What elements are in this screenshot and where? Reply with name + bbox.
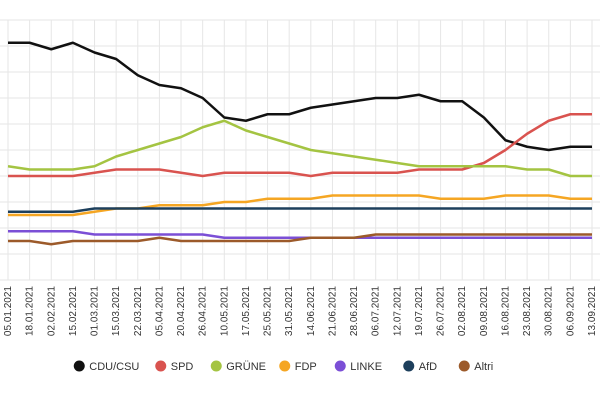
series-line-afd	[8, 207, 592, 213]
x-tick-label: 28.06.2021	[349, 286, 360, 336]
legend-label: FDP	[295, 361, 317, 373]
legend-swatch	[403, 360, 415, 372]
x-tick-label: 26.07.2021	[436, 286, 447, 336]
series-line-fdp	[8, 194, 592, 217]
x-tick-label: 16.08.2021	[500, 286, 511, 336]
legend-item: Altri	[458, 360, 493, 373]
x-tick-label: 23.08.2021	[522, 286, 533, 336]
x-tick-label: 20.04.2021	[176, 286, 187, 336]
x-tick-label: 02.02.2021	[46, 286, 57, 336]
legend-swatch	[458, 360, 470, 372]
legend-item: GRÜNE	[210, 360, 266, 373]
legend-item: CDU/CSU	[73, 360, 139, 373]
legend-label: CDU/CSU	[89, 361, 139, 373]
x-axis-ticks: 05.01.2021 18.01.2021 02.02.2021 15.02.2021…	[3, 286, 598, 336]
x-tick-label: 21.06.2021	[327, 286, 338, 336]
x-tick-label: 18.01.2021	[25, 286, 36, 336]
legend-label: GRÜNE	[226, 361, 266, 373]
legend-item: FDP	[279, 360, 317, 373]
legend-item: SPD	[155, 360, 194, 373]
x-tick-label: 25.05.2021	[263, 286, 274, 336]
x-tick-label: 14.06.2021	[306, 286, 317, 336]
legend-swatch	[279, 360, 291, 372]
series-line-gr-ne	[7, 119, 592, 178]
x-tick-label: 09.08.2021	[479, 286, 490, 336]
x-tick-label: 06.07.2021	[371, 286, 382, 336]
x-tick-label: 30.08.2021	[544, 286, 555, 336]
x-tick-label: 15.02.2021	[68, 286, 79, 336]
legend-label: SPD	[171, 361, 194, 373]
x-tick-label: 26.04.2021	[198, 286, 209, 336]
x-tick-label: 19.07.2021	[414, 286, 425, 336]
legend-label: Altri	[474, 361, 493, 373]
legend-item: LINKE	[334, 360, 382, 373]
x-tick-label: 22.03.2021	[133, 286, 144, 336]
legend-label: LINKE	[350, 361, 382, 373]
legend: CDU/CSU SPD GRÜNE FDP LINKE AfD Altri	[73, 360, 493, 373]
x-tick-label: 15.03.2021	[111, 286, 122, 336]
legend-swatch	[210, 360, 222, 372]
x-tick-label: 01.03.2021	[90, 286, 101, 336]
legend-item: AfD	[403, 360, 437, 373]
x-tick-label: 12.07.2021	[392, 286, 403, 336]
x-tick-label: 31.05.2021	[284, 286, 295, 336]
x-tick-label: 17.05.2021	[241, 286, 252, 336]
series-line-linke	[8, 230, 592, 239]
x-tick-label: 02.08.2021	[457, 286, 468, 336]
series-lines	[7, 41, 592, 246]
x-tick-label: 13.09.2021	[587, 286, 598, 336]
legend-swatch	[334, 360, 346, 372]
legend-swatch	[155, 360, 167, 372]
series-line-altri	[8, 233, 592, 246]
x-tick-label: 10.05.2021	[219, 286, 230, 336]
legend-swatch	[73, 360, 85, 372]
x-tick-label: 05.04.2021	[154, 286, 165, 336]
legend-label: AfD	[419, 361, 437, 373]
series-line-cdu-csu	[8, 41, 592, 152]
x-tick-label: 05.01.2021	[3, 286, 14, 336]
series-line-spd	[8, 113, 592, 178]
x-tick-label: 06.09.2021	[565, 286, 576, 336]
